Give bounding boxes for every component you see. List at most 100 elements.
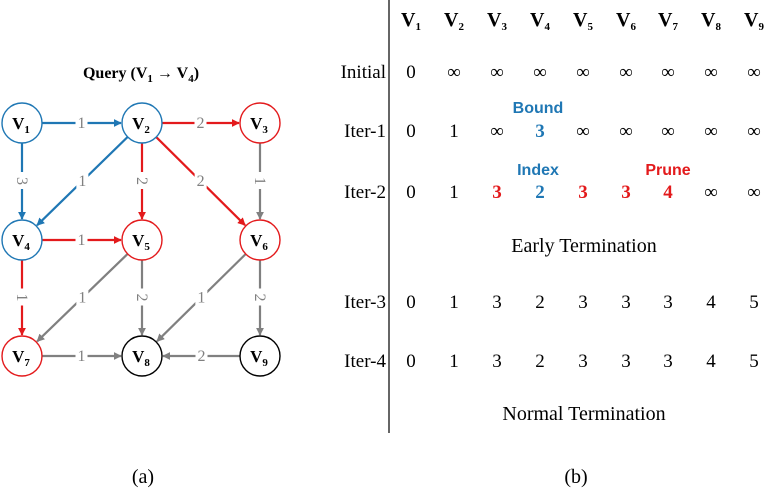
panel-b-table: V1 V2 V3 V4 V5 V6 V7 V8 V9 Initial 0 ∞ ∞ ∞ ∞ ∞ ∞ ∞ ∞Iter-… — [341, 9, 765, 425]
table-cell: ∞ — [747, 182, 761, 203]
table-cell: ∞ — [619, 121, 633, 142]
row-label: Initial — [341, 62, 386, 83]
row-label: Iter-2 — [344, 182, 386, 203]
table-cell: 3 — [492, 292, 502, 313]
edge-weight-label: 1 — [78, 173, 86, 190]
early-termination-label: Early Termination — [511, 235, 656, 257]
node-v6: V6 — [239, 219, 281, 261]
edge-weight-label: 2 — [133, 294, 150, 302]
node-label: V5 — [132, 231, 150, 253]
table-cell: 5 — [749, 292, 759, 313]
table-cell: ∞ — [747, 62, 761, 83]
node-circle — [121, 219, 163, 261]
query-title: Query (V1 → V4) — [83, 65, 199, 85]
column-header: V9 — [744, 9, 764, 33]
edge-weight-label: 2 — [197, 115, 205, 132]
node-label: V2 — [132, 114, 150, 136]
annotation-prune: Prune — [645, 162, 690, 179]
table-row: Iter-1 0 1 ∞ 3 ∞ ∞ ∞ ∞ ∞ — [344, 121, 761, 142]
node-v1: V1 — [1, 102, 43, 144]
table-cell: 3 — [535, 121, 545, 142]
edge-weight-bg — [76, 288, 89, 306]
table-header: V1 V2 V3 V4 V5 V6 V7 V8 V9 — [401, 9, 764, 33]
table-cell: ∞ — [490, 121, 504, 142]
node-v3: V3 — [239, 102, 281, 144]
annotation-bound: Bound — [513, 100, 564, 117]
edge-weight-label: 1 — [78, 348, 86, 365]
edge-weight-bg — [75, 231, 88, 248]
node-label: V6 — [250, 231, 268, 253]
table-cell: ∞ — [619, 62, 633, 83]
table-cell: 0 — [406, 351, 416, 372]
node-circle — [121, 102, 163, 144]
edge-weight-label: 1 — [251, 177, 268, 185]
table-cell: 5 — [749, 351, 759, 372]
table-cell: 2 — [535, 182, 545, 203]
node-circle — [239, 102, 281, 144]
node-v9: V9 — [239, 335, 281, 377]
node-v7: V7 — [1, 335, 43, 377]
table-cell: 0 — [406, 182, 416, 203]
caption-b: (b) — [564, 466, 587, 488]
column-header: V6 — [616, 9, 636, 33]
table-cell: ∞ — [576, 121, 590, 142]
table-cell: ∞ — [447, 62, 461, 83]
node-label: V7 — [12, 347, 30, 369]
node-v5: V5 — [121, 219, 163, 261]
table-cell: 1 — [449, 351, 459, 372]
edge-weight-label: 1 — [78, 232, 86, 249]
table-cell: ∞ — [704, 62, 718, 83]
column-header: V1 — [401, 9, 421, 33]
node-label: V9 — [250, 347, 268, 369]
table-row: Iter-2 0 1 3 2 3 3 4 ∞ ∞ — [344, 182, 761, 203]
node-label: V8 — [132, 347, 150, 369]
table-row: Iter-4 0 1 3 2 3 3 3 4 5 — [344, 351, 759, 372]
table-cell: 3 — [621, 182, 631, 203]
panel-a-graph: Query (V1 → V4) 1 3 1 2 2 2 1 1 1 1 2 1 2 1 2 V1 V2 V3 V4… — [1, 65, 281, 377]
table-cell: 3 — [578, 351, 588, 372]
table-rows: Initial 0 ∞ ∞ ∞ ∞ ∞ ∞ ∞ ∞ Iter-1 0 1 ∞ 3 ∞ ∞ ∞ ∞ ∞ Iter-2 0 1 3… — [341, 62, 761, 372]
node-label: V3 — [250, 114, 268, 136]
table-cell: ∞ — [747, 121, 761, 142]
column-header: V5 — [573, 9, 593, 33]
row-label: Iter-4 — [344, 351, 386, 372]
graph-edges: 1 3 1 2 2 2 1 1 1 1 2 1 2 1 2 — [13, 114, 268, 365]
edge-weight-label: 3 — [13, 177, 30, 185]
edge-weight-label: 1 — [78, 115, 86, 132]
node-label: V1 — [12, 114, 30, 136]
table-cell: 2 — [535, 292, 545, 313]
edge-weight-bg — [254, 172, 266, 189]
edge-weight-bg — [136, 288, 148, 306]
edge-weight-label: 2 — [251, 294, 268, 302]
edge-weight-label: 1 — [197, 290, 205, 307]
column-header: V4 — [530, 9, 550, 33]
table-row: Iter-3 0 1 3 2 3 3 3 4 5 — [344, 292, 759, 313]
edge-weight-bg — [194, 172, 207, 190]
table-cell: ∞ — [661, 121, 675, 142]
node-circle — [1, 102, 43, 144]
table-cell: 1 — [449, 121, 459, 142]
table-cell: ∞ — [661, 62, 675, 83]
column-header: V8 — [701, 9, 721, 33]
node-circle — [239, 219, 281, 261]
node-circle — [1, 219, 43, 261]
node-circle — [239, 335, 281, 377]
row-label: Iter-1 — [344, 121, 386, 142]
edge-weight-bg — [194, 114, 207, 131]
edge-weight-bg — [76, 172, 89, 190]
table-cell: 3 — [492, 351, 502, 372]
table-cell: 2 — [535, 351, 545, 372]
edge-weight-label: 2 — [197, 173, 205, 190]
edge-weight-label: 1 — [13, 294, 30, 302]
table-cell: 4 — [706, 351, 716, 372]
table-cell: ∞ — [576, 62, 590, 83]
edge-weight-bg — [195, 288, 208, 306]
node-label: V4 — [12, 231, 30, 253]
table-cell: 3 — [578, 182, 588, 203]
node-circle — [1, 335, 43, 377]
edge-weight-label: 1 — [78, 290, 86, 307]
edge-weight-label: 2 — [198, 348, 206, 365]
edge-weight-label: 2 — [133, 177, 150, 185]
table-cell: 4 — [706, 292, 716, 313]
